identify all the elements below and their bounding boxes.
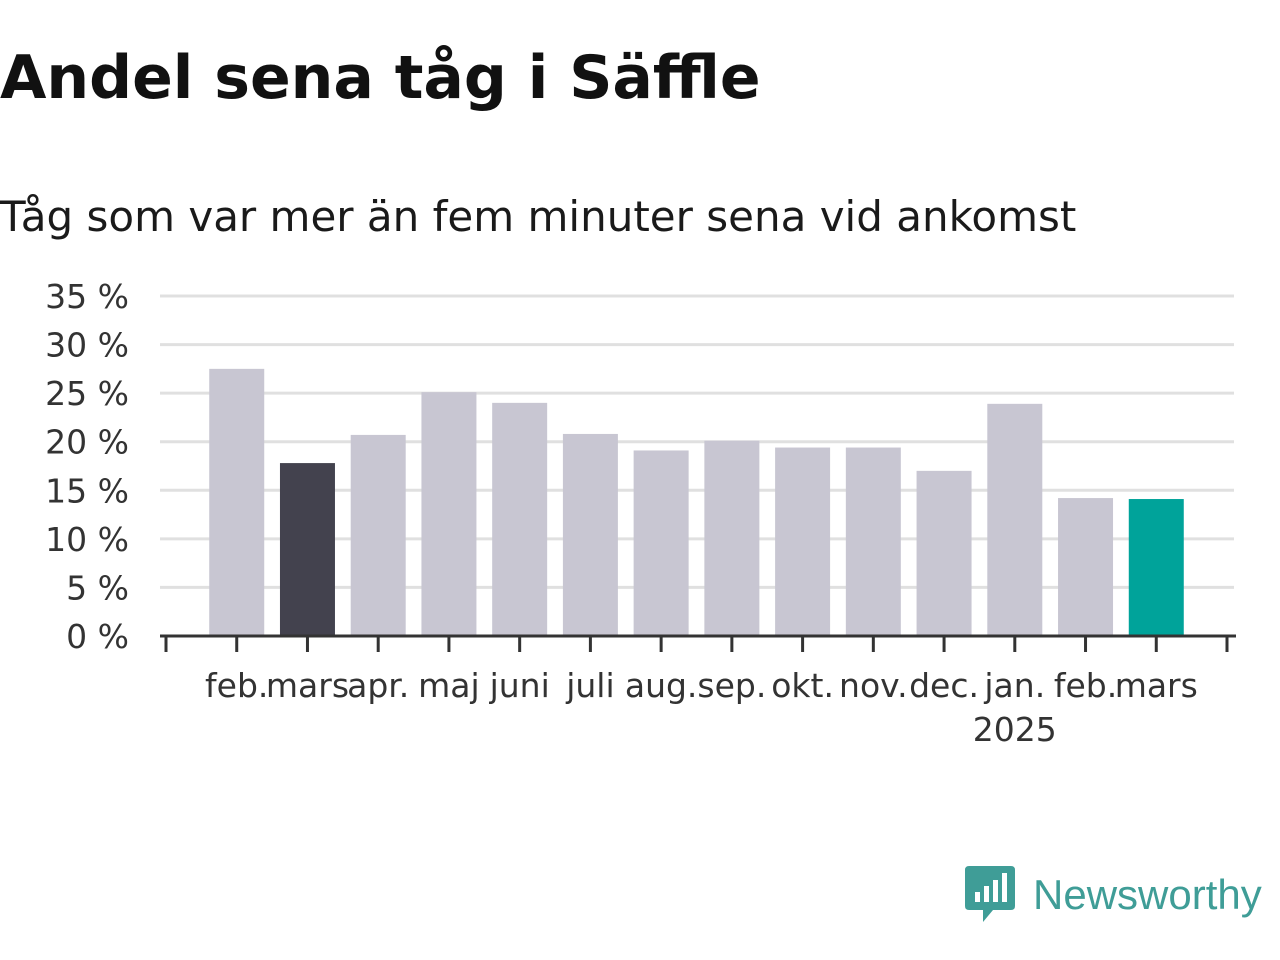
x-tick-label: mars (266, 666, 349, 705)
y-tick-label: 0 % (66, 617, 129, 656)
x-tick-label: maj (418, 666, 480, 705)
bar-chart: 0 %5 %10 %15 %20 %25 %30 %35 %feb.marsap… (45, 277, 1236, 749)
x-tick-label: nov. (839, 666, 908, 705)
y-tick-label: 15 % (45, 471, 129, 510)
x-tick-label: aug. (625, 666, 698, 705)
y-tick-label: 10 % (45, 520, 129, 559)
newsworthy-logo: Newsworthy (963, 864, 1262, 926)
bar (562, 433, 618, 636)
bar (209, 368, 265, 636)
bar (492, 402, 548, 636)
y-tick-label: 25 % (45, 374, 129, 413)
x-tick-label: juni (489, 666, 550, 705)
bar (633, 450, 689, 636)
newsworthy-bar-chart-icon (965, 866, 1015, 922)
bar (350, 434, 406, 636)
x-year-label: 2025 (973, 710, 1057, 749)
brand-name: Newsworthy (1033, 871, 1262, 918)
y-tick-label: 30 % (45, 326, 129, 365)
x-tick-label: feb. (1054, 666, 1117, 705)
bar (279, 463, 335, 636)
bar (916, 470, 972, 636)
bar (704, 440, 760, 636)
bar (421, 392, 477, 636)
bar (845, 447, 901, 636)
y-tick-label: 20 % (45, 423, 129, 462)
y-tick-label: 35 % (45, 277, 129, 316)
x-tick-label: mars (1115, 666, 1198, 705)
chart-subtitle: Tåg som var mer än fem minuter sena vid … (0, 192, 1077, 241)
x-tick-label: apr. (347, 666, 409, 705)
bar (775, 447, 831, 636)
x-tick-label: dec. (909, 666, 979, 705)
bar (1128, 499, 1184, 636)
x-tick-label: jan. (983, 666, 1045, 705)
x-tick-label: feb. (205, 666, 268, 705)
x-tick-label: sep. (697, 666, 766, 705)
chart-title: Andel sena tåg i Säffle (0, 43, 761, 113)
y-tick-label: 5 % (66, 568, 129, 607)
bar (987, 403, 1043, 636)
x-tick-label: juli (565, 666, 614, 705)
x-tick-label: okt. (771, 666, 834, 705)
bar (1058, 498, 1114, 636)
